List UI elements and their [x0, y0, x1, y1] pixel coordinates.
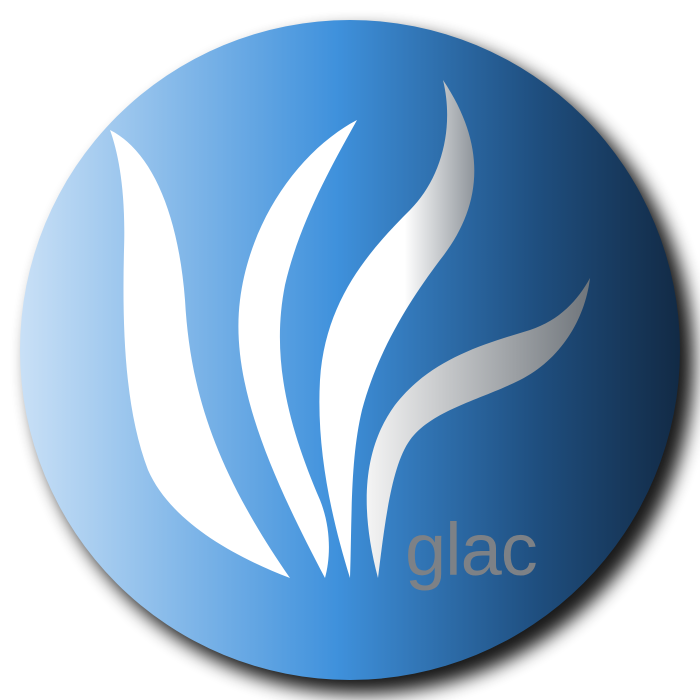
leaf-center-right	[319, 80, 475, 578]
leaf-left	[110, 130, 290, 578]
leaf-center-left	[238, 120, 357, 578]
wordmark-text: glac	[405, 508, 538, 591]
leaf-right	[366, 278, 590, 578]
